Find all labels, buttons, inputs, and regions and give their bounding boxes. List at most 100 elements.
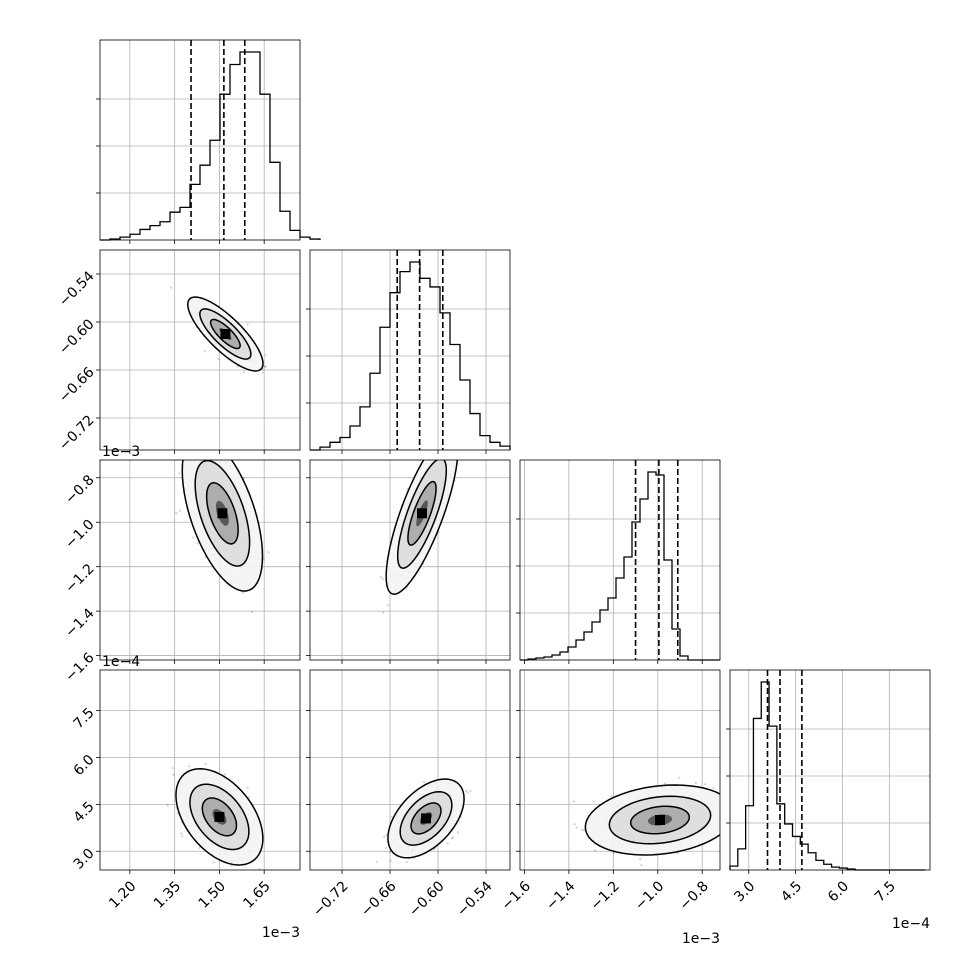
joint-panel-1-2 [306, 452, 511, 664]
scatter-point [224, 773, 227, 776]
scatter-point [450, 837, 454, 840]
scatter-point [389, 859, 392, 863]
scatter-point [232, 870, 234, 872]
panel-frame [519, 459, 721, 661]
scatter-point [384, 846, 388, 850]
scatter-point [390, 815, 393, 818]
scatter-point [175, 511, 178, 515]
scatter-point [434, 452, 436, 454]
scatter-point [178, 509, 182, 512]
joint-panel-2-3 [516, 669, 727, 874]
joint-content [100, 453, 300, 660]
scatter-point [188, 765, 191, 768]
panel-frame [99, 39, 301, 241]
histogram-step-line [100, 51, 321, 241]
panel-frame [99, 459, 301, 661]
scatter-point [694, 781, 697, 785]
panel-frame [99, 249, 301, 451]
scatter-point [203, 456, 205, 458]
scatter-point [188, 454, 190, 456]
scatter-point [198, 455, 200, 457]
scatter-point [725, 810, 727, 812]
joint-panel-0-2 [96, 453, 301, 664]
scatter-point [195, 455, 197, 457]
panel-frame [309, 459, 511, 661]
scatter-point [172, 773, 175, 777]
scatter-point [258, 867, 261, 870]
scatter-point [465, 789, 468, 793]
histogram-step-line [520, 471, 720, 661]
scatter-point [444, 458, 446, 460]
scatter-point [234, 878, 236, 880]
scatter-point [678, 776, 681, 779]
panel-background [100, 250, 300, 450]
scatter-point [244, 881, 246, 883]
scatter-point [448, 456, 450, 458]
scatter-point [213, 453, 215, 455]
scatter-point [195, 457, 197, 459]
joint-panel-1-3 [306, 669, 511, 874]
scatter-point [704, 783, 707, 786]
scatter-point [248, 796, 251, 799]
scatter-point [204, 762, 207, 766]
scatter-point [450, 454, 452, 456]
density-peak [214, 811, 225, 822]
scatter-point [229, 871, 231, 873]
scatter-point [382, 611, 385, 614]
scatter-point [217, 455, 219, 457]
histogram-panel-0 [96, 39, 321, 244]
scatter-point [413, 857, 416, 860]
scatter-point [192, 536, 195, 539]
scatter-point [423, 781, 426, 784]
scatter-point [216, 455, 218, 457]
scatter-point [203, 349, 206, 352]
scatter-point [385, 833, 388, 837]
scatter-point [170, 286, 173, 289]
scatter-point [217, 358, 220, 361]
scatter-point [379, 576, 382, 579]
panel-frame [729, 669, 931, 871]
scatter-point [236, 365, 239, 368]
scatter-point [466, 791, 469, 794]
density-peak [217, 508, 228, 519]
density-peak [417, 508, 427, 519]
scatter-point [200, 458, 202, 460]
joint-content [100, 250, 300, 450]
scatter-point [435, 457, 437, 459]
histogram-step-line [310, 261, 511, 451]
scatter-point [242, 591, 245, 594]
scatter-point [213, 455, 215, 457]
scatter-point [180, 832, 183, 835]
scatter-point [171, 767, 174, 770]
scatter-point [181, 835, 184, 838]
scatter-point [176, 812, 179, 815]
joint-panel-0-1 [96, 249, 301, 454]
scatter-point [200, 453, 202, 455]
panel-background [520, 460, 720, 660]
scatter-point [612, 851, 615, 855]
joint-content [310, 670, 510, 870]
scatter-point [445, 454, 447, 456]
panel-background [730, 670, 930, 870]
scatter-point [452, 836, 455, 839]
histogram-panel-2 [516, 459, 721, 664]
scatter-point [381, 577, 384, 581]
scatter-point [405, 860, 408, 864]
density-peak [220, 329, 231, 339]
scatter-point [166, 804, 169, 807]
scatter-point [575, 826, 578, 829]
scatter-point [375, 860, 378, 863]
scatter-point [386, 604, 389, 607]
joint-content [520, 670, 727, 870]
panel-frame [309, 249, 511, 451]
scatter-point [224, 457, 226, 459]
panel-frame [99, 669, 301, 871]
panel-frame [309, 669, 511, 871]
scatter-point [453, 452, 455, 454]
scatter-point [436, 456, 438, 458]
scatter-point [261, 371, 264, 374]
joint-panel-0-3 [96, 669, 301, 883]
scatter-point [193, 456, 195, 458]
scatter-point [441, 455, 443, 457]
histogram-panel-3 [726, 669, 931, 874]
